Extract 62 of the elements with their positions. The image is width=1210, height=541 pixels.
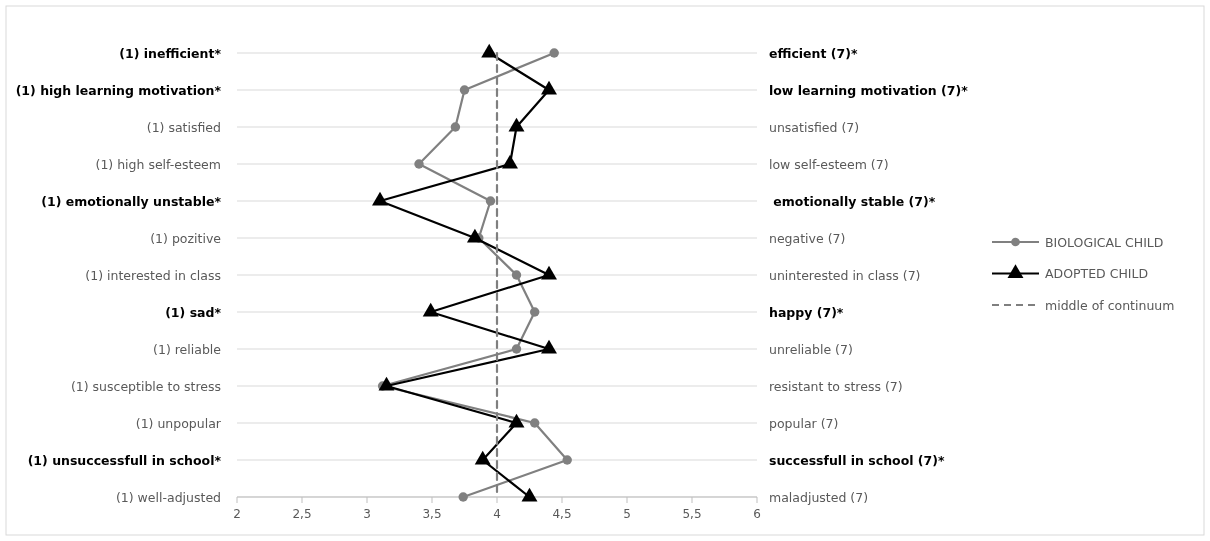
x-tick-label: 6 [753, 507, 761, 521]
y-tick-label: (1) unpopular [135, 415, 222, 431]
point [485, 196, 496, 206]
y-tick-label: (1) reliable [153, 341, 222, 357]
legend-label: ADOPTED CHILD [1045, 266, 1149, 281]
x-tick-label: 4,5 [552, 507, 572, 521]
y2-tick-label: efficient (7)* [769, 45, 858, 61]
y-tick-label: (1) inefficient* [119, 45, 222, 61]
point [511, 344, 522, 354]
point [372, 191, 388, 206]
point [458, 492, 468, 502]
point [541, 80, 557, 95]
point [529, 418, 540, 428]
y2-tick-label: popular (7) [769, 415, 839, 431]
y-tick-label: (1) unsuccessfull in school* [27, 452, 222, 468]
point [508, 413, 525, 428]
y-tick-label: (1) well-adjusted [115, 489, 221, 505]
point [378, 376, 395, 391]
y-tick-label: (1) susceptible to stress [70, 378, 221, 394]
y2-tick-label: resistant to stress (7) [769, 378, 903, 394]
point [511, 270, 522, 280]
y2-tick-label: happy (7)* [769, 304, 844, 320]
y-tick-label: (1) sad* [165, 304, 222, 320]
y-tick-label: (1) interested in class [85, 267, 221, 283]
point [414, 159, 424, 169]
point [466, 228, 483, 243]
point [502, 154, 518, 169]
y2-tick-label: maladjusted (7) [769, 489, 869, 505]
y2-tick-label: unreliable (7) [769, 341, 853, 357]
legend-label: BIOLOGICAL CHILD [1045, 234, 1164, 250]
x-tick-label: 2 [233, 507, 241, 521]
point [422, 302, 439, 317]
y2-tick-label: negative (7) [769, 230, 846, 246]
y-tick-label: (1) high learning motivation* [15, 82, 222, 98]
point [459, 85, 470, 95]
x-tick-label: 4 [493, 507, 501, 521]
y2-tick-label: uninterested in class (7) [769, 267, 921, 283]
y-tick-label: (1) satisfied [146, 119, 221, 135]
legend-label: middle of continuum [1045, 297, 1175, 313]
point [521, 487, 538, 502]
y2-tick-label: successfull in school (7)* [769, 452, 945, 468]
x-tick-label: 3 [363, 507, 371, 521]
y-tick-label: (1) high self-esteem [95, 156, 221, 172]
point [508, 117, 525, 132]
x-tick-label: 3,5 [422, 507, 442, 521]
x-tick-label: 5 [623, 507, 631, 521]
point [549, 48, 559, 58]
point [474, 450, 491, 465]
y2-tick-label: low self-esteem (7) [769, 156, 889, 172]
y-tick-label: (1) pozitive [150, 230, 222, 246]
y2-tick-label: emotionally stable (7)* [769, 193, 936, 209]
point [562, 455, 572, 465]
x-tick-label: 2,5 [292, 507, 312, 521]
y2-tick-label: unsatisfied (7) [769, 119, 860, 135]
point [481, 43, 498, 58]
y-tick-label: (1) emotionally unstable* [41, 193, 222, 209]
point [450, 122, 461, 132]
point [541, 339, 557, 354]
point [529, 307, 540, 317]
y2-tick-label: low learning motivation (7)* [769, 82, 969, 98]
x-tick-label: 5,5 [682, 507, 702, 521]
point [541, 265, 557, 280]
